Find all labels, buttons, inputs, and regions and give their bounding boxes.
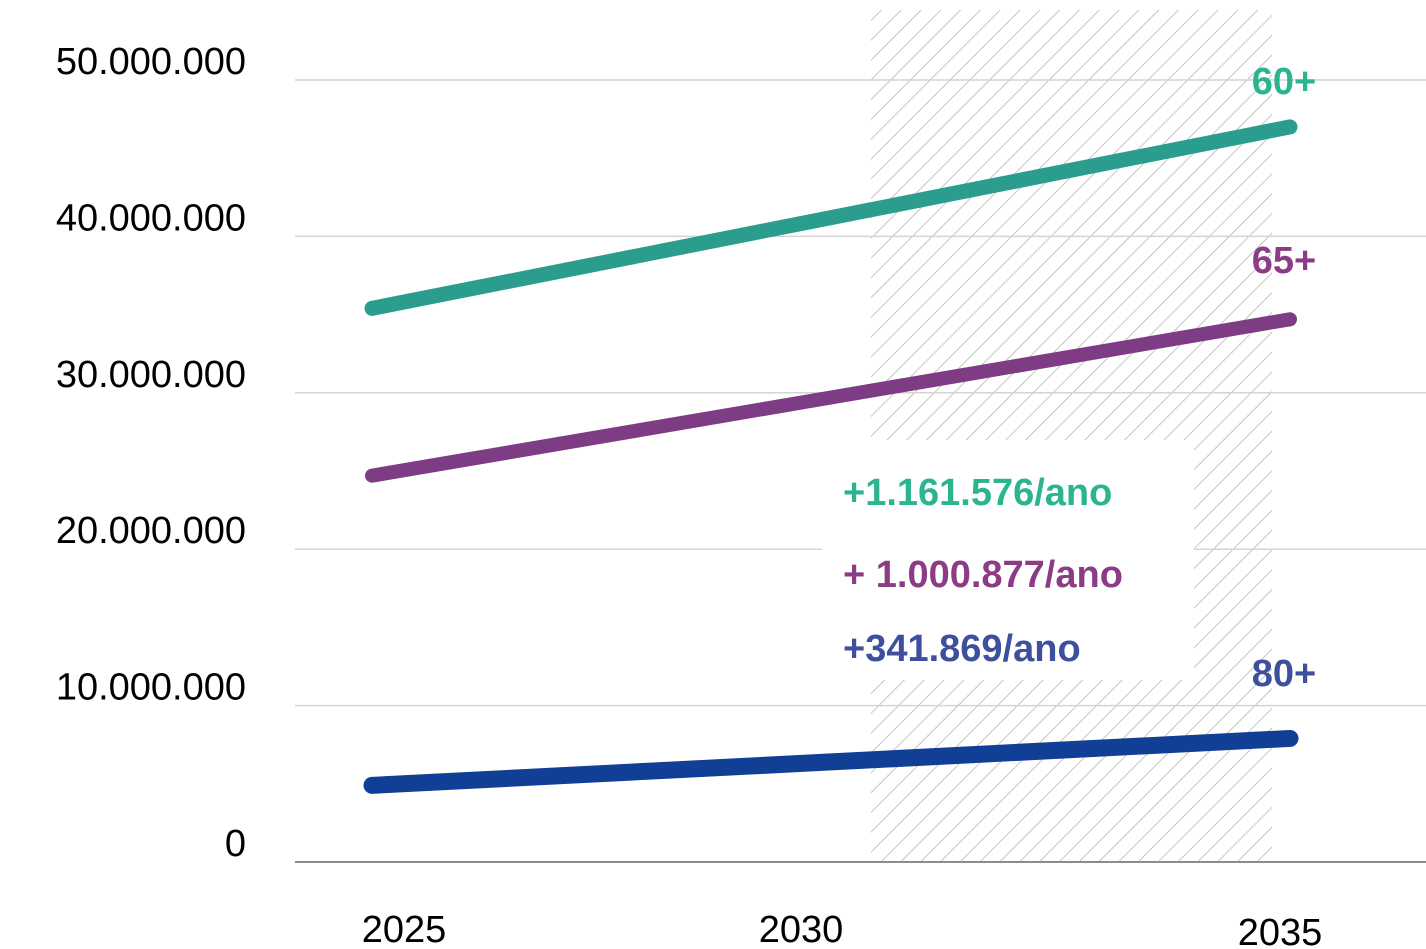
series-label: 65+ bbox=[1252, 240, 1316, 282]
y-tick-label: 40.000.000 bbox=[56, 197, 246, 239]
y-tick-label: 30.000.000 bbox=[56, 354, 246, 396]
rate-annotation: +341.869/ano bbox=[843, 628, 1081, 670]
rate-annotation: +1.161.576/ano bbox=[843, 472, 1112, 514]
x-tick-label: 2025 bbox=[362, 909, 447, 949]
shaded-region bbox=[870, 10, 1272, 862]
annotation-background bbox=[822, 440, 1194, 680]
y-tick-label: 50.000.000 bbox=[56, 41, 246, 83]
series-label: 60+ bbox=[1252, 61, 1316, 103]
series-label: 80+ bbox=[1252, 653, 1316, 695]
y-tick-label: 0 bbox=[225, 823, 246, 865]
series-line-80plus bbox=[363, 729, 1299, 794]
x-tick-label: 2035 bbox=[1238, 912, 1323, 949]
rate-annotation: + 1.000.877/ano bbox=[843, 554, 1123, 596]
x-tick-label: 2030 bbox=[759, 909, 844, 949]
series-line-60plus bbox=[364, 119, 1298, 316]
y-tick-label: 20.000.000 bbox=[56, 510, 246, 552]
y-tick-label: 10.000.000 bbox=[56, 667, 246, 709]
series-line-65plus bbox=[365, 312, 1297, 483]
